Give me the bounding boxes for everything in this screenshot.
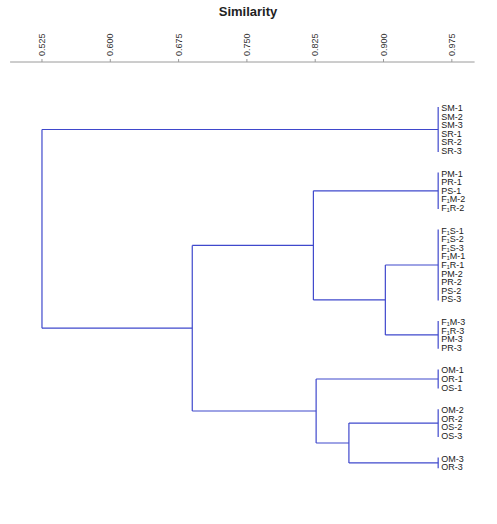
branch-line bbox=[316, 378, 438, 379]
branch-line bbox=[313, 190, 438, 191]
chart: Similarity 0.525 0.600 0.675 0.750 0.825 0.900… bbox=[0, 0, 497, 524]
branch-line bbox=[385, 264, 438, 265]
leaf-labels: SM-1SM-2SM-3SR-1SR-2SR-3PM-1PR-1PS-1F₁M-… bbox=[441, 103, 465, 472]
tree bbox=[42, 107, 438, 468]
tick-mark bbox=[110, 59, 111, 62]
tick-label: 0.675 bbox=[174, 33, 184, 56]
tick-label: 0.525 bbox=[37, 33, 47, 56]
tick-label: 0.750 bbox=[242, 33, 252, 56]
leaf-label: PS-3 bbox=[441, 294, 461, 304]
axis-title: Similarity bbox=[219, 4, 278, 19]
branch-line bbox=[385, 334, 438, 335]
branch-line bbox=[192, 410, 316, 411]
axis-line bbox=[10, 62, 475, 63]
branch-line bbox=[349, 462, 438, 463]
leaf-label: OR-3 bbox=[441, 462, 463, 472]
tick-mark bbox=[315, 59, 316, 62]
merge-line bbox=[41, 130, 42, 329]
branch-line bbox=[42, 129, 438, 130]
tick-label: 0.825 bbox=[310, 33, 320, 56]
tick-mark bbox=[178, 59, 179, 62]
tick-mark bbox=[246, 59, 247, 62]
leaf-label: PR-3 bbox=[441, 343, 462, 353]
branch-line bbox=[192, 245, 313, 246]
branch-line bbox=[316, 442, 349, 443]
tick-mark bbox=[383, 59, 384, 62]
branch-line bbox=[42, 328, 192, 329]
tick-mark bbox=[451, 59, 452, 62]
tick-label: 0.975 bbox=[447, 33, 457, 56]
leaf-label: SR-3 bbox=[441, 146, 462, 156]
branch-line bbox=[349, 423, 438, 424]
tick-mark bbox=[41, 59, 42, 62]
tick-label: 0.900 bbox=[379, 33, 389, 56]
leaf-label: OS-3 bbox=[441, 431, 462, 441]
branch-line bbox=[313, 299, 385, 300]
tick-label: 0.600 bbox=[105, 33, 115, 56]
leaf-label: OS-1 bbox=[441, 383, 462, 393]
leaf-label: F₁R-2 bbox=[441, 203, 464, 213]
